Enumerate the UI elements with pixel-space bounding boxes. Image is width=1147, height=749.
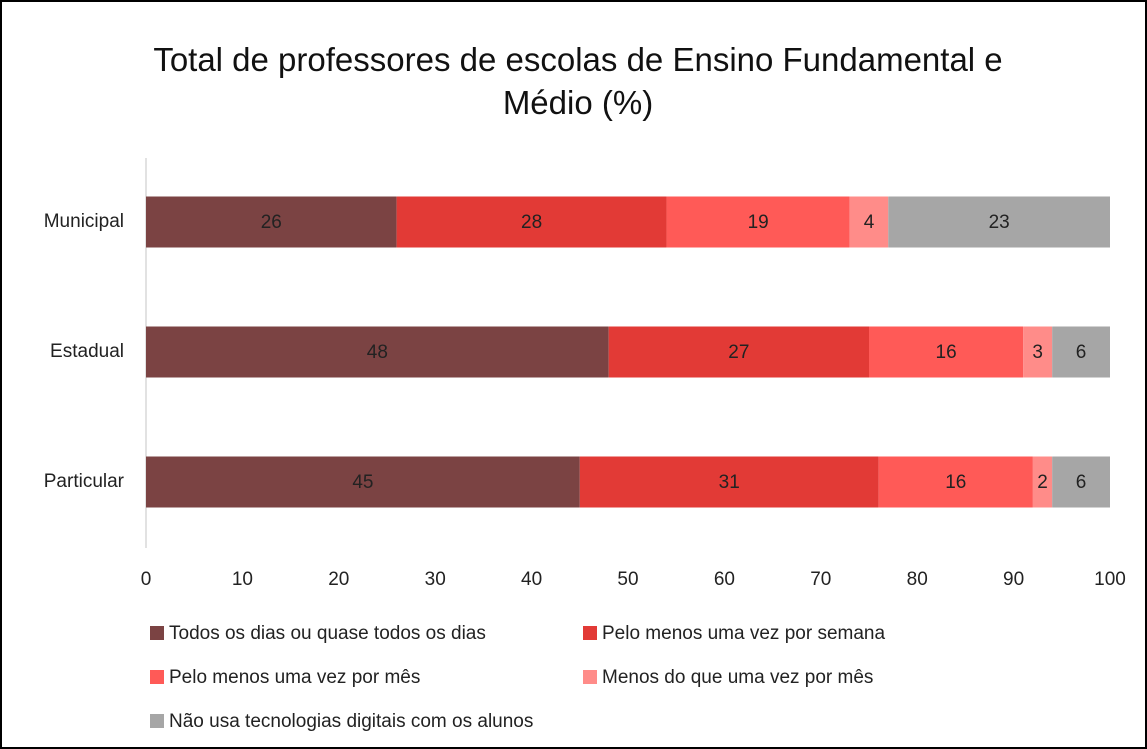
- x-tick-label: 70: [810, 569, 831, 590]
- x-tick-label: 10: [232, 569, 253, 590]
- legend-label: Pelo menos uma vez por semana: [602, 623, 885, 644]
- bar-segment: [146, 456, 580, 508]
- legend-label: Não usa tecnologias digitais com os alun…: [169, 711, 533, 732]
- bar-segment: [1052, 456, 1110, 508]
- bar-segment: [849, 196, 889, 248]
- legend-swatch: [583, 626, 597, 640]
- bar-segment: [146, 196, 397, 248]
- data-label: 6: [1076, 472, 1087, 493]
- data-label: 28: [521, 212, 542, 233]
- data-label: 6: [1076, 342, 1087, 363]
- data-label: 23: [989, 212, 1010, 233]
- data-label: 3: [1032, 342, 1043, 363]
- data-label: 27: [728, 342, 749, 363]
- bar-segment: [146, 326, 609, 378]
- bar-segment: [666, 196, 850, 248]
- bar-segment: [579, 456, 879, 508]
- x-tick-label: 20: [328, 569, 349, 590]
- x-tick-label: 80: [907, 569, 928, 590]
- y-tick-label: Estadual: [50, 341, 124, 362]
- data-label: 4: [864, 212, 875, 233]
- legend-swatch: [150, 714, 164, 728]
- x-tick-label: 0: [141, 569, 152, 590]
- x-tick-label: 30: [425, 569, 446, 590]
- data-label: 45: [352, 472, 373, 493]
- legend-label: Todos os dias ou quase todos os dias: [169, 623, 486, 644]
- chart-title: Total de professores de escolas de Ensin…: [153, 41, 1003, 121]
- bar-segment: [869, 326, 1024, 378]
- legend-label: Menos do que uma vez por mês: [602, 667, 873, 688]
- bar-segment: [396, 196, 667, 248]
- bar-segment: [608, 326, 869, 378]
- bar-segment: [1032, 456, 1053, 508]
- y-tick-label: Municipal: [44, 211, 124, 232]
- data-label: 48: [367, 342, 388, 363]
- x-tick-label: 50: [617, 569, 638, 590]
- data-label: 16: [945, 472, 966, 493]
- data-label: 26: [261, 212, 282, 233]
- x-tick-label: 40: [521, 569, 542, 590]
- data-label: 31: [719, 472, 740, 493]
- x-tick-label: 100: [1094, 569, 1126, 590]
- x-tick-label: 90: [1003, 569, 1024, 590]
- legend-label: Pelo menos uma vez por mês: [169, 667, 420, 688]
- legend-swatch: [150, 626, 164, 640]
- bar-segment: [888, 196, 1110, 248]
- data-label: 19: [748, 212, 769, 233]
- bar-segment: [1052, 326, 1110, 378]
- bar-segment: [1023, 326, 1053, 378]
- legend-swatch: [583, 670, 597, 684]
- data-label: 16: [936, 342, 957, 363]
- x-tick-label: 60: [714, 569, 735, 590]
- data-label: 2: [1037, 472, 1048, 493]
- legend-swatch: [150, 670, 164, 684]
- bar-segment: [878, 456, 1033, 508]
- y-tick-label: Particular: [44, 471, 125, 492]
